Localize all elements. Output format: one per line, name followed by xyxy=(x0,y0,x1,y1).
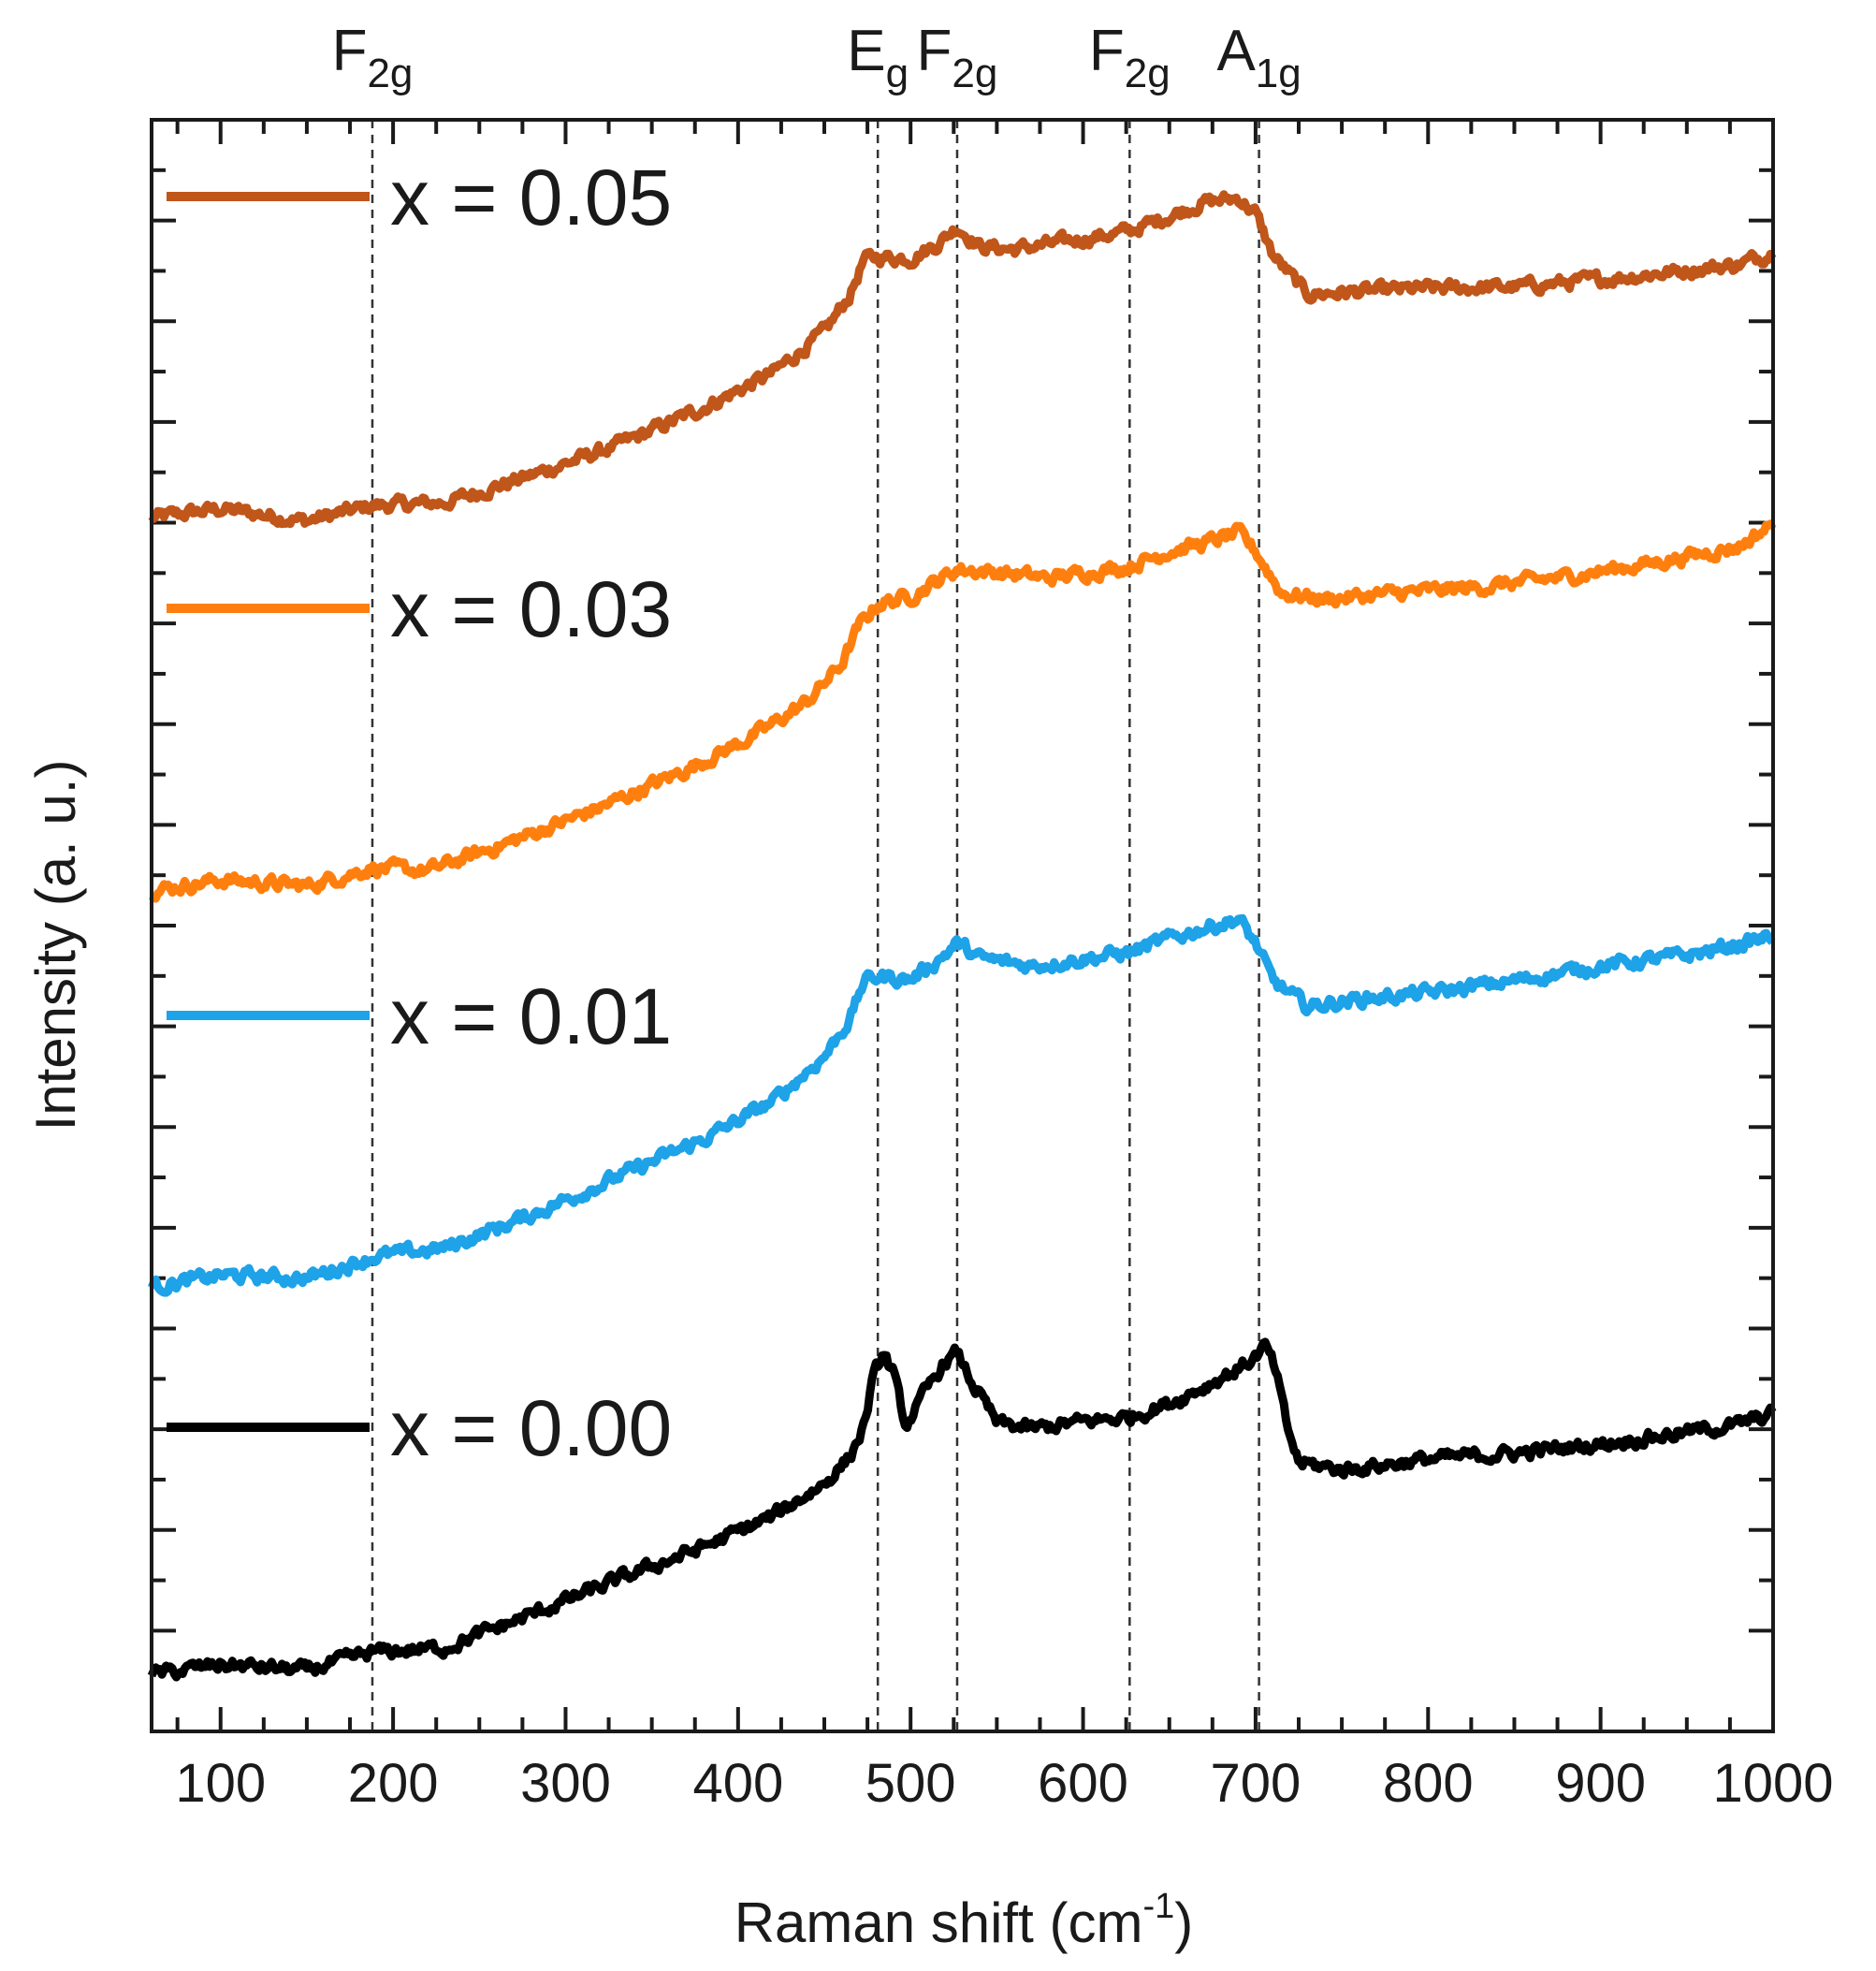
series-line xyxy=(147,913,1776,1297)
x-axis-title-end: ) xyxy=(1174,1891,1193,1954)
axis-ticks xyxy=(152,120,1775,1731)
peak-label: F2g xyxy=(332,19,414,96)
legend-label: x = 0.05 xyxy=(390,153,672,241)
series-line xyxy=(148,190,1777,529)
x-axis-title-main: Raman shift (cm xyxy=(734,1891,1143,1954)
x-tick-label: 800 xyxy=(1383,1753,1474,1814)
series-lines xyxy=(147,190,1777,1682)
x-tick-label: 200 xyxy=(348,1753,439,1814)
x-tick-label: 500 xyxy=(865,1753,956,1814)
x-tick-label: 900 xyxy=(1555,1753,1646,1814)
x-axis-title-sup: -1 xyxy=(1142,1887,1174,1926)
legend-label: x = 0.00 xyxy=(390,1384,672,1472)
plot-frame xyxy=(150,118,1775,1733)
series-line xyxy=(148,519,1777,903)
x-tick-label: 400 xyxy=(692,1753,783,1814)
peak-label: F2g xyxy=(917,19,998,96)
peak-label: Eg xyxy=(847,19,909,96)
peak-labels: F2g Eg F2g F2g A1g xyxy=(332,19,1302,96)
series-line xyxy=(147,1337,1777,1682)
peak-label: A1g xyxy=(1216,19,1301,96)
x-tick-label: 300 xyxy=(520,1753,611,1814)
x-tick-label: 600 xyxy=(1038,1753,1128,1814)
x-tick-label: 700 xyxy=(1211,1753,1302,1814)
peak-label: F2g xyxy=(1089,19,1171,96)
y-axis-title: Intensity (a. u.) xyxy=(24,760,87,1132)
x-tick-label: 1000 xyxy=(1712,1753,1833,1814)
legend: x = 0.05 x = 0.03 x = 0.01 x = 0.00 xyxy=(167,153,672,1472)
x-tick-label: 100 xyxy=(175,1753,266,1814)
legend-label: x = 0.01 xyxy=(390,972,672,1060)
legend-label: x = 0.03 xyxy=(390,565,672,653)
x-axis-title: Raman shift (cm-1) xyxy=(734,1887,1194,1954)
x-tick-labels: 100 200 300 400 500 600 700 800 900 1000 xyxy=(175,1753,1833,1814)
